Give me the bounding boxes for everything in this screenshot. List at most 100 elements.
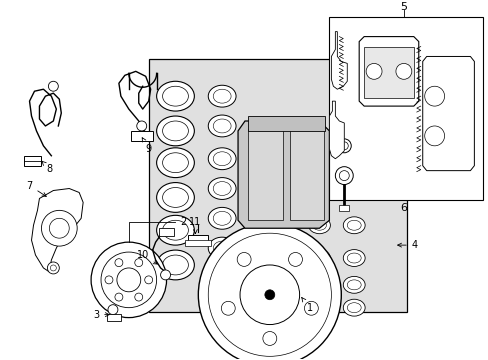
Circle shape (135, 293, 142, 301)
Circle shape (335, 167, 352, 185)
Ellipse shape (156, 250, 194, 280)
Ellipse shape (312, 220, 326, 230)
Bar (158, 228, 174, 236)
Text: 10: 10 (136, 250, 157, 264)
Bar (107, 314, 121, 321)
Ellipse shape (308, 299, 330, 316)
Ellipse shape (346, 303, 361, 312)
Ellipse shape (156, 116, 194, 146)
Circle shape (105, 276, 113, 284)
Text: 11: 11 (189, 217, 201, 234)
Ellipse shape (213, 271, 231, 285)
Ellipse shape (343, 276, 365, 293)
Bar (247, 129, 282, 220)
Circle shape (115, 259, 122, 267)
Bar (339, 206, 348, 211)
Ellipse shape (162, 220, 188, 240)
Circle shape (135, 259, 142, 267)
Bar (329, 17, 482, 201)
Polygon shape (359, 37, 418, 106)
Ellipse shape (346, 280, 361, 290)
Text: 6: 6 (400, 203, 407, 213)
Circle shape (264, 290, 274, 300)
Polygon shape (148, 59, 406, 312)
Ellipse shape (208, 237, 236, 259)
Ellipse shape (208, 148, 236, 170)
Polygon shape (31, 189, 83, 272)
Circle shape (160, 270, 170, 280)
Circle shape (115, 293, 122, 301)
Circle shape (424, 86, 444, 106)
Circle shape (304, 301, 318, 315)
Ellipse shape (213, 119, 231, 133)
Bar (364, 46, 413, 98)
Ellipse shape (213, 241, 231, 255)
Ellipse shape (162, 153, 188, 173)
Circle shape (221, 301, 235, 315)
Bar (23, 156, 41, 166)
Ellipse shape (208, 115, 236, 137)
Ellipse shape (343, 299, 365, 316)
Circle shape (288, 252, 302, 266)
Circle shape (117, 268, 141, 292)
Polygon shape (331, 32, 346, 89)
Polygon shape (329, 101, 344, 159)
Circle shape (91, 242, 166, 318)
Ellipse shape (162, 121, 188, 141)
Polygon shape (422, 57, 473, 171)
Circle shape (366, 63, 381, 79)
Ellipse shape (213, 89, 231, 103)
Bar (188, 235, 208, 245)
Text: 5: 5 (400, 2, 407, 12)
Ellipse shape (343, 217, 365, 234)
Ellipse shape (162, 188, 188, 207)
Circle shape (395, 63, 411, 79)
Ellipse shape (213, 181, 231, 195)
Bar (131, 131, 152, 141)
Circle shape (339, 171, 348, 181)
Circle shape (208, 233, 331, 356)
Ellipse shape (312, 253, 326, 263)
Ellipse shape (308, 276, 330, 293)
Text: 4: 4 (397, 240, 417, 250)
Bar (247, 116, 325, 131)
Text: 8: 8 (41, 161, 52, 174)
Bar (185, 240, 211, 246)
Circle shape (237, 252, 250, 266)
Ellipse shape (213, 152, 231, 166)
Ellipse shape (346, 220, 361, 230)
Circle shape (49, 218, 69, 238)
Ellipse shape (346, 253, 361, 263)
Ellipse shape (208, 85, 236, 107)
Bar (289, 129, 324, 220)
Circle shape (50, 265, 56, 271)
Ellipse shape (162, 255, 188, 275)
Ellipse shape (208, 267, 236, 289)
Circle shape (144, 276, 152, 284)
Circle shape (101, 252, 156, 308)
Ellipse shape (156, 215, 194, 245)
Circle shape (263, 332, 276, 345)
Ellipse shape (208, 207, 236, 229)
Ellipse shape (213, 211, 231, 225)
Text: 7: 7 (26, 180, 46, 197)
Circle shape (108, 305, 118, 315)
Ellipse shape (156, 148, 194, 177)
Ellipse shape (308, 217, 330, 234)
Circle shape (137, 121, 146, 131)
Circle shape (47, 262, 59, 274)
Ellipse shape (162, 86, 188, 106)
Text: 9: 9 (142, 138, 151, 154)
Circle shape (424, 126, 444, 146)
Circle shape (198, 223, 341, 360)
Ellipse shape (343, 249, 365, 266)
Ellipse shape (156, 81, 194, 111)
Text: 1: 1 (301, 298, 312, 313)
Ellipse shape (156, 183, 194, 212)
Circle shape (240, 265, 299, 325)
Circle shape (340, 142, 347, 150)
Circle shape (41, 210, 77, 246)
Ellipse shape (312, 303, 326, 312)
Circle shape (48, 81, 58, 91)
Text: 3: 3 (93, 310, 109, 320)
